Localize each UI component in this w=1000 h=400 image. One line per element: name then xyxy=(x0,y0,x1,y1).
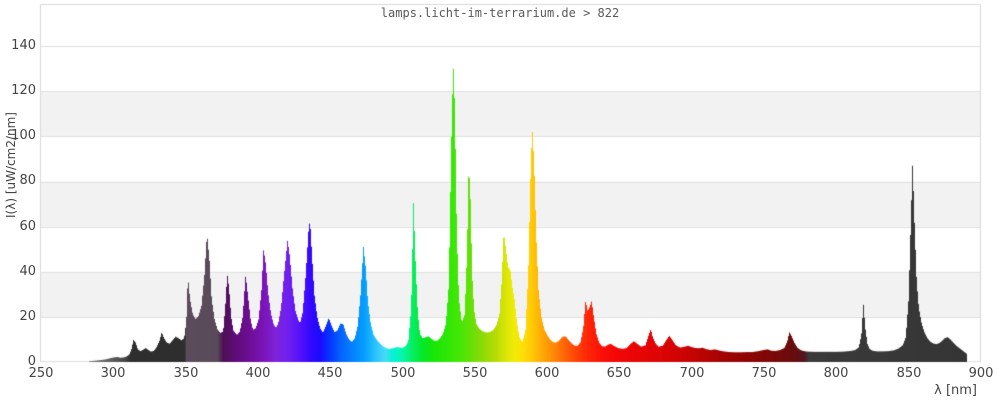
x-tick-400: 400 xyxy=(245,366,271,381)
x-tick-600: 600 xyxy=(534,366,560,381)
x-tick-250: 250 xyxy=(28,366,54,381)
x-tick-650: 650 xyxy=(606,366,632,381)
y-tick-80: 80 xyxy=(19,173,36,188)
y-tick-100: 100 xyxy=(11,128,36,143)
x-tick-450: 450 xyxy=(317,366,343,381)
y-tick-60: 60 xyxy=(19,219,36,234)
x-tick-750: 750 xyxy=(751,366,777,381)
x-tick-800: 800 xyxy=(823,366,849,381)
y-tick-40: 40 xyxy=(19,264,36,279)
x-tick-500: 500 xyxy=(390,366,416,381)
y-axis-label: I(λ) [uW/cm2/nm] xyxy=(4,112,18,218)
x-axis-label: λ [nm] xyxy=(934,383,977,398)
chart-title: lamps.licht-im-terrarium.de > 822 xyxy=(380,6,620,20)
x-tick-350: 350 xyxy=(173,366,199,381)
x-tick-850: 850 xyxy=(896,366,922,381)
y-tick-0: 0 xyxy=(27,354,36,369)
y-tick-20: 20 xyxy=(19,309,36,324)
x-tick-900: 900 xyxy=(968,366,994,381)
y-tick-140: 140 xyxy=(11,38,36,53)
x-tick-300: 300 xyxy=(100,366,126,381)
y-tick-120: 120 xyxy=(11,83,36,98)
x-tick-700: 700 xyxy=(679,366,705,381)
x-tick-550: 550 xyxy=(462,366,488,381)
